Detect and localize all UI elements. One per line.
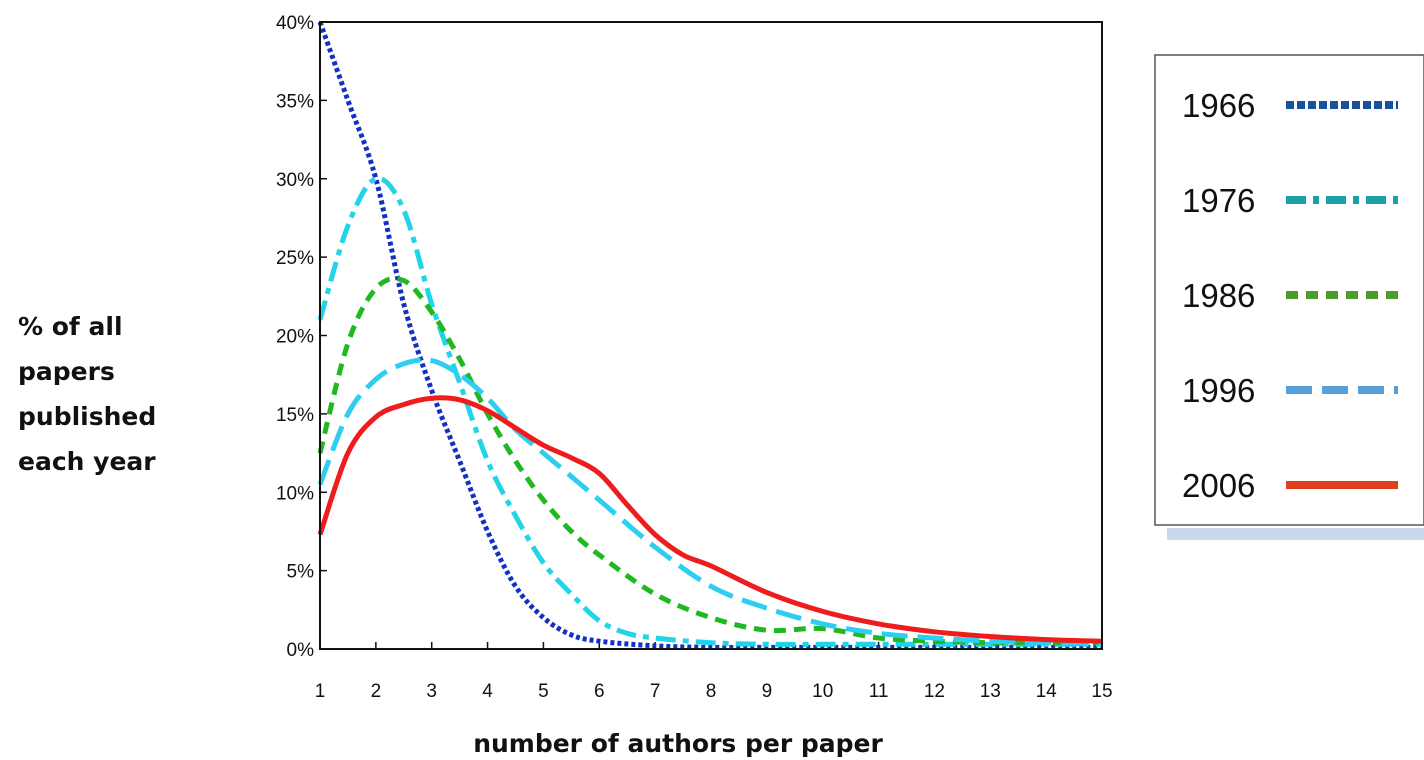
- series-line-1966: [317, 21, 1102, 651]
- x-tick-label: 5: [538, 681, 549, 702]
- x-tick-label: 1: [315, 681, 326, 702]
- series-lines: [317, 21, 1103, 651]
- x-tick-label: 4: [482, 681, 493, 702]
- x-axis-title: number of authors per paper: [473, 729, 883, 758]
- y-tick-label: 10%: [276, 483, 314, 504]
- x-tick-label: 11: [869, 681, 889, 702]
- legend-shadow: [1167, 528, 1424, 540]
- y-tick-label: 25%: [276, 248, 314, 269]
- y-tick-label: 20%: [276, 327, 314, 348]
- y-tick-label: 15%: [276, 405, 314, 426]
- series-line-2006: [317, 395, 1103, 644]
- y-axis-title-line: % of all: [18, 312, 123, 341]
- x-tick-label: 3: [426, 681, 437, 702]
- plot-frame: [319, 21, 1103, 650]
- y-axis-ticks: 0% 5% 10% 15% 20% 25% 30% 35% 40%: [276, 13, 327, 661]
- x-tick-label: 7: [650, 681, 661, 702]
- legend-label: 1966: [1182, 87, 1255, 124]
- legend-label: 1996: [1182, 372, 1255, 409]
- series-line-1976: [317, 176, 1102, 647]
- x-tick-label: 15: [1091, 681, 1112, 702]
- x-tick-label: 2: [371, 681, 382, 702]
- x-tick-label: 13: [980, 681, 1001, 702]
- y-tick-label: 0%: [287, 640, 315, 661]
- series-line-1986: [317, 276, 1102, 646]
- x-tick-label: 10: [812, 681, 833, 702]
- legend-label: 2006: [1182, 467, 1255, 504]
- x-tick-label: 9: [762, 681, 773, 702]
- x-tick-label: 12: [924, 681, 945, 702]
- x-tick-label: 6: [594, 681, 605, 702]
- x-tick-label: 14: [1036, 681, 1058, 702]
- y-tick-label: 5%: [287, 562, 315, 583]
- x-tick-label: 8: [706, 681, 717, 702]
- legend: 1966 1976 1986 1996 2006: [1154, 54, 1424, 540]
- y-axis-title-line: published: [18, 402, 156, 431]
- x-axis-ticks: 1 2 3 4 5 6 7 8 9 10 11 12 13 14 15: [315, 642, 1113, 702]
- y-axis-title-line: papers: [18, 357, 115, 386]
- series-line-1996: [317, 357, 1103, 647]
- y-tick-label: 30%: [276, 170, 314, 191]
- legend-box: [1154, 54, 1424, 526]
- y-tick-label: 35%: [276, 91, 314, 112]
- legend-label: 1986: [1182, 277, 1255, 314]
- y-axis-title-line: each year: [18, 447, 156, 476]
- legend-label: 1976: [1182, 182, 1255, 219]
- y-tick-label: 40%: [276, 13, 314, 34]
- y-axis-title: % of all papers published each year: [18, 312, 156, 476]
